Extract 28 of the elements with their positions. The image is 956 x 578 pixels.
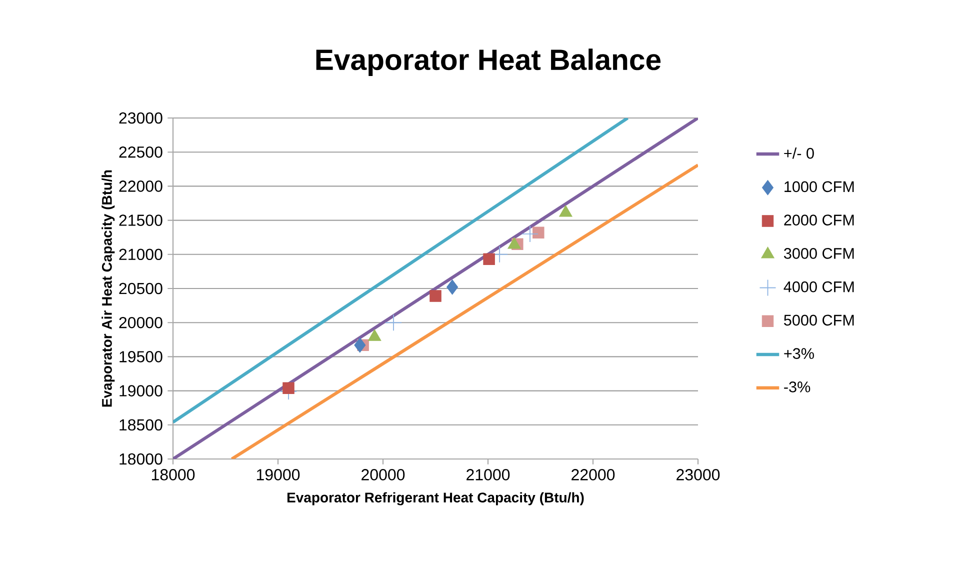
x-tick-label: 23000 <box>676 469 720 480</box>
y-tick-label: 19500 <box>120 351 162 362</box>
y-tick-label: 23000 <box>119 112 162 124</box>
legend-label: 3000 CFM <box>784 248 854 259</box>
x-tick-label: 22000 <box>572 469 615 480</box>
legend-label: +/- 0 <box>784 147 814 159</box>
y-tick-label: 18000 <box>120 453 162 465</box>
y-tick-label: 20500 <box>119 282 162 294</box>
legend-label: 4000 CFM <box>784 281 854 292</box>
legend-label: 2000 CFM <box>784 214 854 226</box>
y-axis-title: Evaporator Air Heat Capacity (Btu/h <box>102 170 115 407</box>
y-tick-label: 21500 <box>119 214 162 226</box>
y-tick-label: 18500 <box>120 419 162 431</box>
legend-label: 5000 CFM <box>784 314 854 326</box>
chart-title: Evaporator Heat Balance <box>316 48 661 76</box>
x-tick-label: 21000 <box>466 469 510 480</box>
legend-label: +3% <box>784 348 814 359</box>
x-axis-title: Evaporator Refrigerant Heat Capacity (Btu/h) <box>287 492 584 506</box>
legend-label: -3% <box>784 381 810 392</box>
y-tick-label: 21000 <box>119 248 162 260</box>
y-tick-label: 22500 <box>119 146 162 158</box>
x-tick-label: 19000 <box>256 469 300 480</box>
y-tick-label: 19000 <box>120 385 162 396</box>
legend-label: 1000 CFM <box>784 181 854 192</box>
x-tick-label: 18000 <box>152 469 195 480</box>
y-tick-label: 22000 <box>119 180 162 192</box>
y-tick-label: 20000 <box>119 316 162 328</box>
x-tick-label: 20000 <box>362 469 405 480</box>
